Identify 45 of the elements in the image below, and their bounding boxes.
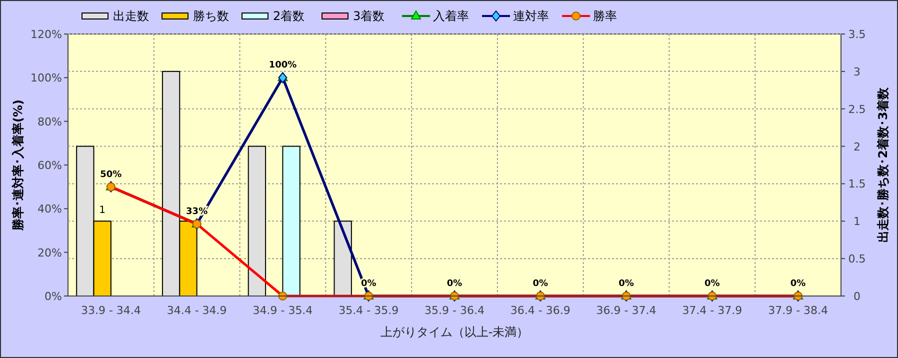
legend-label: 勝率: [593, 9, 617, 23]
data-label: 100%: [268, 60, 297, 71]
x-tick-label: 37.9 - 38.4: [768, 304, 828, 317]
legend-label: 3着数: [353, 9, 385, 23]
x-tick-label: 34.9 - 35.4: [252, 304, 313, 317]
y-tick-label: 100%: [30, 72, 62, 85]
y2-axis-title: 出走数･勝ち数･2着数･3着数: [876, 86, 890, 242]
y2-tick-label: 3: [854, 65, 860, 78]
legend-label: 勝ち数: [193, 9, 229, 23]
x-tick-label: 36.4 - 36.9: [510, 304, 570, 317]
data-label: 0%: [532, 279, 548, 289]
y-tick-label: 60%: [38, 159, 62, 172]
y2-tick-label: 2.5: [848, 102, 866, 116]
legend-label: 入着率: [433, 9, 469, 23]
legend-label: 2着数: [273, 9, 305, 23]
x-tick-label: 35.4 - 35.9: [338, 304, 399, 317]
y-tick-label: 40%: [38, 202, 62, 216]
data-label: 50%: [100, 170, 122, 180]
y2-tick-label: 0: [854, 290, 860, 303]
bar: [334, 220, 352, 296]
x-tick-label: 35.9 - 36.4: [424, 304, 484, 317]
legend-label: 連対率: [513, 9, 549, 23]
y2-tick-label: 0.5: [848, 252, 866, 266]
x-tick-label: 36.9 - 37.4: [596, 304, 656, 317]
x-tick-label: 37.4 - 37.9: [682, 304, 742, 317]
y2-tick-label: 3.5: [848, 28, 866, 41]
data-label: 1: [99, 205, 106, 216]
y-axis-title: 勝率･連対率･入着率(%): [11, 100, 25, 232]
data-label: 0%: [618, 279, 634, 289]
y-tick-label: 20%: [38, 246, 62, 260]
y2-tick-label: 1.5: [848, 178, 866, 191]
bar: [248, 146, 266, 296]
x-tick-label: 34.4 - 34.9: [166, 304, 227, 317]
data-label: 0%: [790, 279, 806, 289]
data-label: 0%: [446, 279, 462, 289]
x-axis-title: 上がりタイム（以上-未満）: [380, 325, 529, 339]
legend-label: 出走数: [113, 9, 149, 23]
y-tick-label: 80%: [38, 115, 62, 128]
y2-tick-label: 2: [854, 140, 860, 154]
y2-tick-label: 1: [854, 215, 860, 228]
y-tick-label: 0%: [44, 290, 62, 303]
data-label: 0%: [704, 279, 720, 289]
y-tick-label: 120%: [30, 28, 62, 41]
bar: [282, 146, 300, 296]
x-tick-label: 33.9 - 34.4: [80, 304, 141, 317]
